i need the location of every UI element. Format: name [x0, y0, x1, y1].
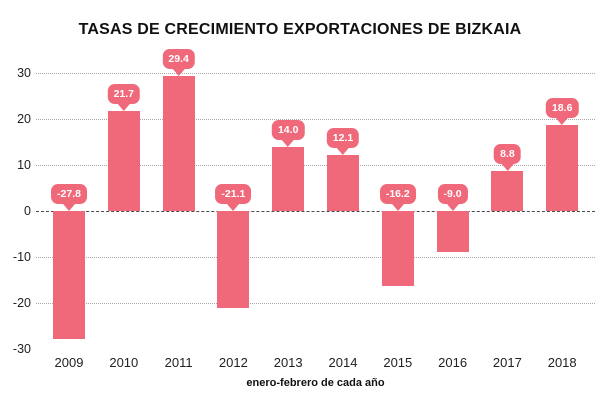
bar-2009	[53, 211, 85, 339]
value-label-bubble: -21.1	[215, 184, 252, 211]
x-tick-label: 2015	[383, 355, 413, 370]
chart-title: TASAS DE CRECIMIENTO EXPORTACIONES DE BI…	[78, 21, 522, 38]
bar-2012	[217, 211, 250, 309]
x-tick-label: 2011	[164, 355, 193, 370]
y-tick-label: 0	[24, 204, 31, 218]
value-label-bubble: -16.2	[379, 184, 416, 211]
value-label-bubble: 21.7	[107, 84, 141, 112]
value-label-bubble: 8.8	[494, 143, 521, 171]
bar-2016	[436, 211, 469, 253]
value-label-bubble: 29.4	[162, 48, 195, 76]
gridline	[36, 119, 595, 120]
y-tick-label: 10	[17, 158, 31, 172]
value-label-bubble: 18.6	[545, 98, 579, 126]
bar-2018	[546, 125, 579, 211]
y-tick-label: -20	[12, 296, 31, 310]
x-tick-label: 2013	[273, 355, 303, 370]
bar-2013	[272, 146, 305, 211]
bar-2014	[327, 155, 359, 211]
value-label-bubble: -9.0	[437, 184, 468, 211]
x-tick-label: 2010	[109, 355, 139, 370]
y-tick-label: -30	[12, 342, 31, 356]
bar-2010	[107, 111, 140, 211]
gridline	[36, 165, 595, 166]
bar-2017	[491, 170, 524, 211]
value-label-bubble: 12.1	[326, 128, 360, 156]
x-tick-label: 2017	[492, 355, 522, 370]
x-tick-label: 2018	[547, 355, 577, 370]
bar-2011	[162, 75, 195, 211]
gridline	[36, 303, 595, 304]
gridline	[36, 73, 595, 74]
value-label-bubble: 14.0	[271, 119, 305, 147]
gridline	[36, 257, 595, 258]
zero-line	[36, 211, 595, 212]
y-tick-label: -10	[12, 250, 31, 264]
x-tick-label: 2016	[438, 355, 468, 370]
x-axis-label: enero-febrero de cada año	[246, 377, 385, 389]
value-label-bubble: -27.8	[51, 184, 87, 211]
y-tick-label: 30	[17, 66, 31, 80]
x-tick-label: 2012	[218, 355, 248, 370]
x-tick-label: 2009	[54, 355, 84, 370]
bar-2015	[381, 211, 414, 286]
y-tick-label: 20	[17, 112, 31, 126]
x-tick-label: 2014	[328, 355, 358, 370]
